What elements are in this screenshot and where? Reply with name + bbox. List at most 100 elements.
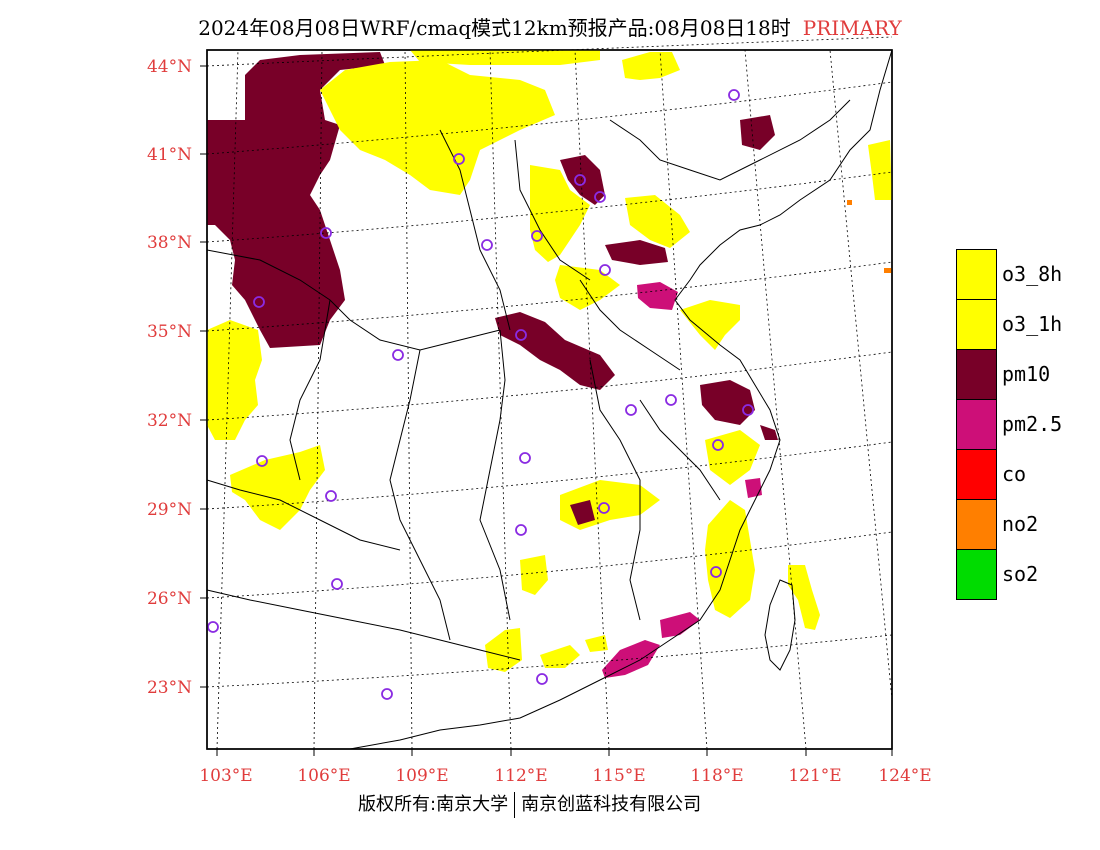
legend-swatch [956,349,997,399]
station-marker [253,296,265,308]
station-marker [519,452,531,464]
lon-label-103: 103°E [199,766,252,786]
meridian-103 [216,49,239,750]
meridian-106 [313,49,323,750]
lon-label-112: 112°E [494,766,547,786]
lon-axis-labels: 103°E 106°E 109°E 112°E 115°E 118°E 121°… [199,766,931,786]
province-line-8 [206,589,521,661]
station-marker [599,264,611,276]
region-o3-taiwan-strait [788,565,820,630]
station-marker [712,439,724,451]
region-o3-northeast-coast [868,140,892,200]
meridian-118 [659,49,708,750]
station-marker [574,174,586,186]
province-line-9 [206,479,401,551]
footer-separator [514,792,516,818]
parallel-41 [206,81,893,155]
station-marker [728,89,740,101]
station-marker [320,227,332,239]
region-o3-west [207,320,262,440]
lat-label-38: 38°N [147,233,192,253]
legend-swatch [956,499,997,549]
parallel-26 [206,531,893,599]
boundary-lines [206,49,893,750]
lat-label-29: 29°N [147,500,192,520]
region-o3-guangdong [540,645,580,668]
lat-label-44: 44°N [147,57,192,77]
station-marker [207,621,219,633]
lon-label-124: 124°E [878,766,931,786]
region-pm10-hubei [570,500,595,525]
map-title: 2024年08月08日WRF/cmaq模式12km预报产品:08月08日18时 P… [0,12,1100,41]
station-marker [453,153,465,165]
station-marker [625,404,637,416]
copyright-left: 版权所有:南京大学 [358,794,509,815]
region-pm10-beijing [560,155,605,205]
station-marker [381,688,393,700]
region-pm10-tianjin [605,240,668,265]
copyright-right: 南京创蓝科技有限公司 [521,794,702,815]
legend-label: co [1002,462,1027,486]
lon-label-106: 106°E [297,766,350,786]
station-marker [515,524,527,536]
copyright-footer: 版权所有:南京大学 南京创蓝科技有限公司 [358,790,701,818]
title-tag: PRIMARY [802,16,902,40]
region-o3-guangxi [485,628,522,672]
region-o3-south-small [585,635,608,652]
meridian-109 [404,49,413,750]
station-marker [710,566,722,578]
region-o3-shandong [555,265,620,310]
meridian-124 [829,49,893,701]
legend-swatch [956,299,997,349]
province-line-5 [589,359,641,621]
parallel-32 [206,351,893,421]
region-pm10-shanghai [700,380,755,425]
graticule [206,36,893,750]
region-o3-jiangsu [680,300,740,350]
province-line-4 [479,329,511,621]
province-line-10 [639,399,721,501]
station-marker [665,394,677,406]
legend-swatch [956,449,997,499]
meridian-121 [744,49,807,750]
legend-label: o3_8h [1002,262,1063,286]
region-pm10-west [207,52,385,348]
station-marker [536,673,548,685]
lon-label-118: 118°E [690,766,743,786]
region-pm25-fujian-coast [660,612,700,638]
meridian-115 [574,49,610,750]
lat-label-35: 35°N [147,322,192,342]
station-marker [594,191,606,203]
region-o3-hunan [520,555,548,595]
station-marker [515,329,527,341]
lon-label-121: 121°E [788,766,841,786]
station-marker [531,230,543,242]
region-pm10-liaoning [740,115,775,150]
region-no2-east-1 [847,200,852,205]
lat-label-41: 41°N [147,145,192,165]
pollutant-regions [207,50,892,678]
station-marker [598,502,610,514]
parallel-38 [206,171,893,243]
region-pm10-zhejiang-south [760,425,778,440]
title-main: 2024年08月08日WRF/cmaq模式12km预报产品:08月08日18时 [198,16,791,40]
parallel-35 [206,261,893,332]
legend-label: no2 [1002,512,1039,536]
legend-label: pm10 [1002,362,1051,386]
legend-label: o3_1h [1002,312,1063,336]
station-marker [331,578,343,590]
station-marker [392,349,404,361]
region-pm25-zhejiang [745,478,762,498]
region-o3-top-strip [410,50,600,65]
province-line-12 [579,279,681,371]
province-line-3 [389,349,451,641]
province-line-2 [289,299,331,481]
region-o3-top-right [622,52,680,80]
legend-swatch [956,549,997,600]
region-no2-east-2 [884,268,892,273]
station-markers [207,89,754,700]
lon-label-109: 109°E [395,766,448,786]
parallel-29 [206,441,893,510]
station-marker [742,404,754,416]
